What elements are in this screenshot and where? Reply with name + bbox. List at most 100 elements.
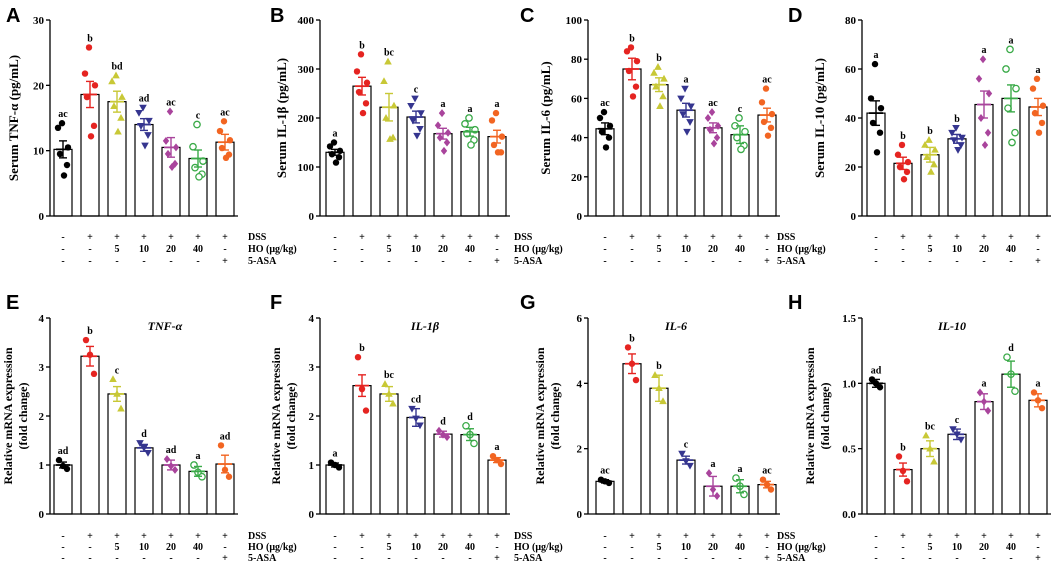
data-point bbox=[362, 407, 370, 414]
error-bar bbox=[760, 480, 774, 489]
condition-cell: + bbox=[683, 531, 689, 542]
bar bbox=[487, 459, 507, 515]
condition-cell: + bbox=[440, 232, 446, 243]
bar bbox=[134, 447, 154, 515]
significance-letter: a bbox=[495, 442, 500, 453]
data-point bbox=[768, 110, 776, 118]
data-point bbox=[407, 102, 415, 110]
data-point bbox=[1002, 65, 1010, 73]
condition-cell: 10 bbox=[411, 542, 421, 553]
data-point bbox=[605, 134, 613, 141]
data-point bbox=[114, 127, 122, 135]
y-axis-title: (fold change) bbox=[16, 383, 30, 450]
data-point bbox=[654, 63, 662, 70]
condition-cell: + bbox=[359, 232, 365, 243]
condition-cell: - bbox=[630, 542, 633, 553]
condition-cell: + bbox=[927, 232, 933, 243]
bar bbox=[622, 363, 642, 515]
data-point bbox=[735, 114, 743, 122]
data-point bbox=[659, 92, 667, 100]
data-point bbox=[1008, 138, 1016, 147]
data-point bbox=[90, 370, 98, 378]
data-point bbox=[705, 469, 713, 478]
data-point bbox=[1031, 109, 1039, 117]
y-tick-label: 200 bbox=[298, 113, 315, 125]
condition-cell: + bbox=[710, 232, 716, 243]
y-tick-label: 80 bbox=[571, 54, 583, 66]
error-bar bbox=[1031, 393, 1045, 408]
error-bar bbox=[1031, 97, 1045, 117]
condition-cell: + bbox=[386, 232, 392, 243]
data-point bbox=[225, 473, 233, 480]
data-point bbox=[1030, 389, 1038, 396]
data-point bbox=[54, 124, 62, 131]
data-point bbox=[871, 60, 879, 68]
data-point bbox=[141, 142, 149, 150]
significance-letter: a bbox=[468, 104, 473, 115]
panel-h: H Relative mRNA expression (fold change) IL… bbox=[777, 292, 1051, 564]
condition-cell: - bbox=[142, 256, 145, 267]
condition-cell: + bbox=[710, 531, 716, 542]
data-point bbox=[660, 74, 668, 82]
data-point bbox=[895, 453, 903, 460]
data-point bbox=[363, 79, 371, 86]
condition-row-label: 5-ASA bbox=[514, 256, 543, 267]
condition-cell: + bbox=[87, 232, 93, 243]
bar bbox=[974, 401, 994, 515]
condition-cell: 5 bbox=[387, 542, 392, 553]
condition-cell: + bbox=[900, 531, 906, 542]
error-bar bbox=[923, 146, 937, 163]
data-point bbox=[952, 125, 960, 132]
bar bbox=[80, 355, 100, 515]
condition-cell: - bbox=[711, 256, 714, 267]
data-point bbox=[411, 95, 419, 103]
condition-row-label: DSS bbox=[777, 232, 796, 243]
condition-row-label: DSS bbox=[248, 531, 267, 542]
y-tick-label: 4 bbox=[39, 313, 45, 325]
data-point bbox=[164, 149, 172, 158]
data-point bbox=[434, 121, 442, 130]
error-bar bbox=[436, 127, 450, 140]
condition-cell: + bbox=[467, 232, 473, 243]
data-point bbox=[876, 129, 884, 136]
data-point bbox=[413, 132, 421, 140]
condition-cell: - bbox=[223, 542, 226, 553]
panel-title: TNF-α bbox=[148, 319, 183, 333]
error-bar bbox=[355, 374, 369, 398]
panel-g: G Relative mRNA expression (fold change) IL… bbox=[514, 292, 780, 564]
condition-cell: 5 bbox=[387, 244, 392, 255]
y-axis-title: Relative mRNA expression bbox=[533, 347, 547, 484]
significance-letter: b bbox=[656, 361, 662, 372]
significance-letter: d bbox=[440, 417, 446, 428]
y-tick-label: 3 bbox=[39, 362, 45, 374]
significance-letter: ad bbox=[58, 446, 69, 457]
condition-cell: 5 bbox=[115, 542, 120, 553]
condition-cell: - bbox=[765, 244, 768, 255]
data-point bbox=[144, 132, 152, 139]
condition-cell: + bbox=[114, 531, 120, 542]
significance-letter: a bbox=[711, 459, 716, 470]
error-bar bbox=[355, 76, 369, 96]
panel-label: G bbox=[520, 292, 536, 314]
error-bar bbox=[1004, 360, 1018, 388]
condition-cell: - bbox=[1009, 553, 1012, 564]
data-point bbox=[189, 142, 197, 151]
y-axis-title: Serum IL-10 (pg/mL) bbox=[812, 58, 827, 178]
y-tick-label: 1.0 bbox=[842, 378, 856, 390]
data-point bbox=[357, 51, 365, 58]
y-tick-label: 0.5 bbox=[842, 444, 856, 456]
data-point bbox=[762, 85, 770, 92]
data-point bbox=[56, 150, 64, 158]
condition-cell: + bbox=[195, 531, 201, 542]
condition-cell: + bbox=[656, 232, 662, 243]
data-point bbox=[687, 103, 695, 111]
condition-cell: 20 bbox=[438, 244, 448, 255]
condition-cell: + bbox=[629, 232, 635, 243]
condition-cell: - bbox=[603, 542, 606, 553]
condition-cell: + bbox=[222, 232, 228, 243]
condition-cell: + bbox=[927, 531, 933, 542]
condition-cell: 5 bbox=[657, 542, 662, 553]
y-axis-title: (fold change) bbox=[284, 383, 298, 450]
panel-title: IL-1β bbox=[410, 319, 440, 333]
data-point bbox=[981, 140, 989, 149]
